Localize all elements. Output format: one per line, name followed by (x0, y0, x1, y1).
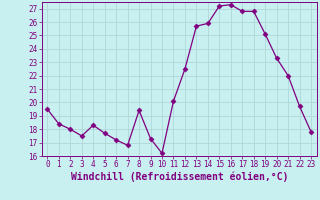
X-axis label: Windchill (Refroidissement éolien,°C): Windchill (Refroidissement éolien,°C) (70, 172, 288, 182)
